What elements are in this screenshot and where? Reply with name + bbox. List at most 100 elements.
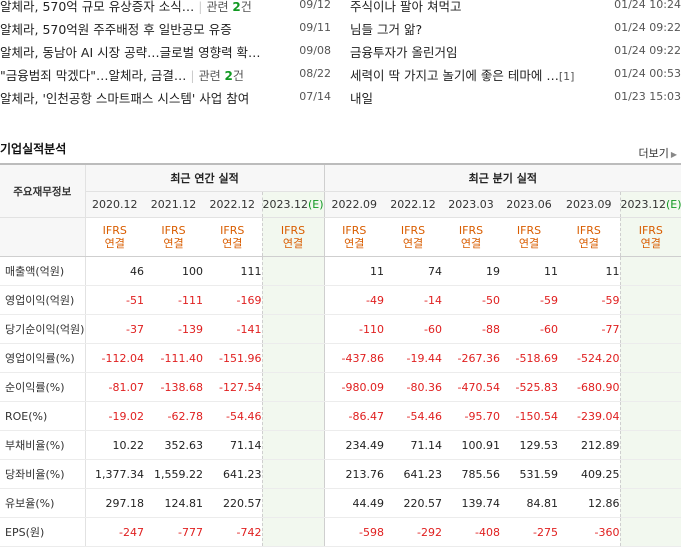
table-row: 영업이익(억원) -51 -111 -169 -49 -14 -50 -59 -59: [0, 285, 681, 315]
table-cell: [261, 285, 325, 315]
row-label: 당기순이익(억원): [0, 314, 86, 344]
row-label: 영업이익(억원): [0, 285, 86, 315]
news-title-link[interactable]: 알체라, 570억 규모 유상증자 소식… | 관련 2건: [0, 0, 252, 14]
post-date: 01/24 09:22: [614, 44, 681, 57]
table-cell: -95.70: [442, 401, 501, 431]
table-cell: 641.23: [203, 459, 262, 489]
news-date: 08/22: [299, 67, 331, 80]
table-cell: [619, 517, 681, 547]
list-item[interactable]: 알체라, 동남아 AI 시장 공략…글로벌 영향력 확… 09/08: [0, 44, 335, 69]
financial-summary-table: 주요재무정보 최근 연간 실적 최근 분기 실적 2020.12 2021.12…: [0, 163, 681, 547]
table-cell: -127.54: [203, 372, 262, 402]
accounting-basis: IFRS 연결: [384, 217, 443, 257]
table-cell: -267.36: [442, 343, 501, 373]
table-cell: -139: [144, 314, 203, 344]
table-cell: 11: [324, 256, 385, 286]
list-item[interactable]: 세력이 딱 가지고 놀기에 좋은 테마에 …[1] 01/24 00:53: [350, 67, 681, 92]
table-cell: [619, 285, 681, 315]
table-cell: 409.25: [558, 459, 621, 489]
table-cell: -49: [324, 285, 385, 315]
table-cell: -151.96: [203, 343, 262, 373]
table-cell: -247: [85, 517, 144, 547]
table-cell: -14: [384, 285, 443, 315]
comment-count: [1]: [558, 70, 575, 83]
row-label: 영업이익률(%): [0, 343, 86, 373]
table-cell: -59: [500, 285, 559, 315]
table-cell: -150.54: [500, 401, 559, 431]
table-cell: 1,377.34: [85, 459, 144, 489]
table-cell: 220.57: [384, 488, 443, 518]
post-date: 01/24 10:24: [614, 0, 681, 11]
list-item[interactable]: 알체라, 570억 규모 유상증자 소식… | 관련 2건 09/12: [0, 0, 335, 23]
table-cell: [261, 459, 325, 489]
period-header: 2023.06: [500, 191, 559, 218]
row-label: 당좌비율(%): [0, 459, 86, 489]
list-item[interactable]: 님들 그거 앎? 01/24 09:22: [350, 21, 681, 46]
accounting-basis: IFRS 연결: [442, 217, 501, 257]
table-cell: 11: [558, 256, 621, 286]
table-row: 당기순이익(억원) -37 -139 -141 -110 -60 -88 -60 -77: [0, 314, 681, 344]
period-header: 2023.09: [558, 191, 621, 218]
list-item[interactable]: 알체라, 570억원 주주배정 후 일반공모 유증 09/11: [0, 21, 335, 46]
news-title-link[interactable]: 알체라, 570억원 주주배정 후 일반공모 유증: [0, 22, 232, 37]
table-cell: -80.36: [384, 372, 443, 402]
table-cell: 129.53: [500, 430, 559, 460]
annual-group-header: 최근 연간 실적: [85, 163, 325, 192]
accounting-basis: IFRS 연결: [324, 217, 385, 257]
table-cell: -408: [442, 517, 501, 547]
post-title-link[interactable]: 님들 그거 앎?: [350, 22, 423, 37]
table-row: 유보율(%) 297.18 124.81 220.57 44.49 220.57 139.7…: [0, 488, 681, 518]
table-cell: -50: [442, 285, 501, 315]
list-item[interactable]: 알체라, '인천공항 스마트패스 시스템' 사업 참여 07/14: [0, 90, 335, 115]
news-title-link[interactable]: 알체라, 동남아 AI 시장 공략…글로벌 영향력 확…: [0, 45, 261, 60]
accounting-basis: IFRS 연결: [144, 217, 203, 257]
table-cell: -77: [558, 314, 621, 344]
table-cell: -60: [500, 314, 559, 344]
list-item[interactable]: "금융범죄 막겠다"…알체라, 금결… | 관련 2건 08/22: [0, 67, 335, 92]
chevron-right-icon: ▶: [670, 150, 677, 159]
list-item[interactable]: 내일 01/23 15:03: [350, 90, 681, 115]
table-cell: -54.46: [203, 401, 262, 431]
table-cell: -742: [203, 517, 262, 547]
table-cell: 785.56: [442, 459, 501, 489]
row-label: 유보율(%): [0, 488, 86, 518]
news-title-link[interactable]: 알체라, '인천공항 스마트패스 시스템' 사업 참여: [0, 91, 250, 106]
list-item[interactable]: 주식이나 팔아 쳐먹고 01/24 10:24: [350, 0, 681, 23]
post-title-link[interactable]: 주식이나 팔아 쳐먹고: [350, 0, 462, 14]
table-cell: 111: [203, 256, 262, 286]
post-date: 01/24 00:53: [614, 67, 681, 80]
table-cell: [619, 343, 681, 373]
accounting-basis: IFRS 연결: [85, 217, 144, 257]
table-cell: -138.68: [144, 372, 203, 402]
post-title-link[interactable]: 내일: [350, 91, 374, 106]
period-header: 2022.12: [203, 191, 262, 218]
accounting-basis: IFRS 연결: [558, 217, 621, 257]
period-header-estimate: 2023.12(E): [261, 191, 325, 218]
post-title-link[interactable]: 금융투자가 올린거임: [350, 45, 458, 60]
table-cell: [619, 488, 681, 518]
news-date: 07/14: [299, 90, 331, 103]
table-cell: [261, 401, 325, 431]
table-cell: 11: [500, 256, 559, 286]
table-cell: -110: [324, 314, 385, 344]
table-cell: -54.46: [384, 401, 443, 431]
table-cell: 12.86: [558, 488, 621, 518]
post-title-link[interactable]: 세력이 딱 가지고 놀기에 좋은 테마에 …[1]: [350, 68, 575, 83]
table-row: 당좌비율(%) 1,377.34 1,559.22 641.23 213.76 641.2…: [0, 459, 681, 489]
list-item[interactable]: 금융투자가 올린거임 01/24 09:22: [350, 44, 681, 69]
table-cell: -470.54: [442, 372, 501, 402]
table-cell: -111: [144, 285, 203, 315]
table-cell: 44.49: [324, 488, 385, 518]
table-cell: -680.90: [558, 372, 621, 402]
accounting-basis: IFRS 연결: [500, 217, 559, 257]
discussion-board-list: 주식이나 팔아 쳐먹고 01/24 10:24 님들 그거 앎? 01/24 0…: [350, 0, 681, 115]
news-title-link[interactable]: "금융범죄 막겠다"…알체라, 금결… | 관련 2건: [0, 68, 244, 83]
table-row: ROE(%) -19.02 -62.78 -54.46 -86.47 -54.46 -95.…: [0, 401, 681, 431]
more-link[interactable]: 더보기 ▶: [638, 147, 677, 160]
table-cell: [261, 314, 325, 344]
table-cell: [619, 256, 681, 286]
table-cell: [619, 430, 681, 460]
table-cell: 71.14: [384, 430, 443, 460]
period-header: 2022.12: [384, 191, 443, 218]
table-cell: 74: [384, 256, 443, 286]
